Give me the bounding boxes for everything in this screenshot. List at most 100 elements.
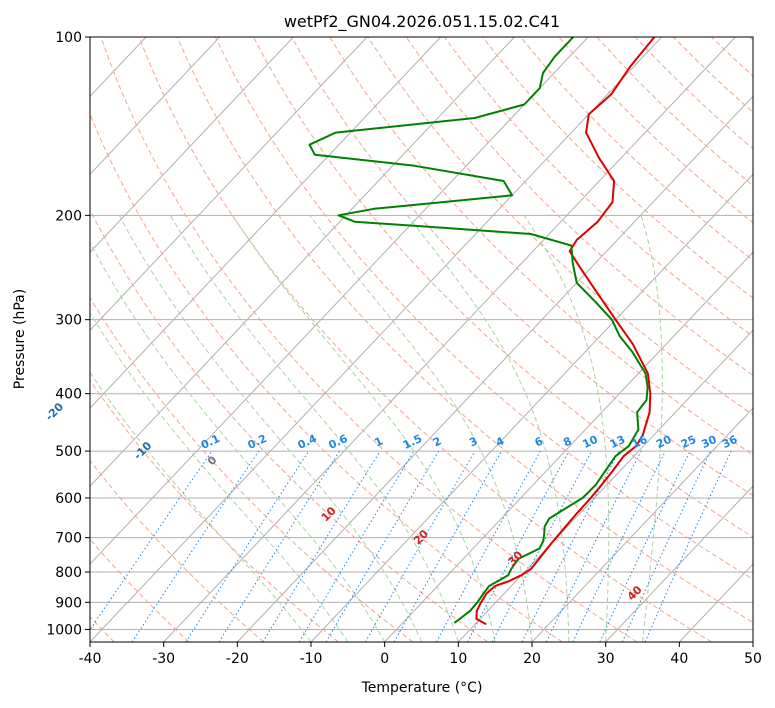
isotherm-line <box>90 37 368 331</box>
mixing-ratio-label: 30 <box>699 433 719 451</box>
dry-adiabat-line <box>176 37 753 623</box>
moist-adiabat-line <box>232 215 496 642</box>
x-tick-label: 30 <box>597 651 615 667</box>
dry-adiabat-line <box>405 37 753 376</box>
moist-adiabat-line <box>640 215 663 642</box>
chart-title: wetPf2_GN04.2026.051.15.02.C41 <box>284 12 560 32</box>
mixing-ratio-label: 25 <box>679 433 698 451</box>
isotherm-line <box>752 641 753 642</box>
dry-adiabat-label: 40 <box>625 583 645 603</box>
isotherm-line <box>90 37 663 642</box>
moist-adiabat-line <box>169 215 459 642</box>
axes: -40 -30 -20 -10 0 10 20 30 40 5010009008007006005… <box>46 30 762 667</box>
x-tick-label: 0 <box>380 651 389 667</box>
mixing-ratio-label: 0.1 <box>199 432 222 452</box>
x-tick-label: 10 <box>449 651 467 667</box>
dry-adiabat-line <box>443 37 753 338</box>
moist-adiabat-line <box>90 241 386 642</box>
x-tick-label: 20 <box>523 651 541 667</box>
moist-adiabat-line <box>90 371 312 642</box>
mixing-ratio-label: 0.4 <box>296 432 319 452</box>
dewpoint-profile <box>308 37 649 624</box>
dry-adiabat-label: 0 <box>205 453 220 468</box>
mixing-ratio-line <box>545 450 642 642</box>
x-tick-label: -10 <box>300 651 323 667</box>
dry-adiabat-line <box>367 37 753 416</box>
dry-adiabat-label: -20 <box>43 400 66 423</box>
moist-adiabat-line <box>90 311 349 642</box>
y-tick-label: 1000 <box>46 622 82 638</box>
mixing-ratio-label: 36 <box>720 433 740 451</box>
dry-adiabat-line <box>90 538 190 642</box>
dry-adiabat-line <box>558 37 753 224</box>
mixing-ratio-line <box>572 450 666 642</box>
y-tick-label: 600 <box>55 491 82 507</box>
y-tick-label: 800 <box>55 565 82 581</box>
y-tick-label: 700 <box>55 531 82 547</box>
mixing-ratio-label: 13 <box>608 433 627 451</box>
dry-adiabat-line <box>100 37 638 642</box>
mixing-ratio-label: 8 <box>561 434 573 449</box>
dry-adiabat-line <box>520 37 753 261</box>
mixing-ratio-label: 1 <box>373 434 385 449</box>
y-tick-label: 300 <box>55 313 82 329</box>
mixing-ratio-line <box>218 450 341 642</box>
isotherm-line <box>90 37 515 487</box>
dry-adiabat-line <box>138 37 712 642</box>
mixing-ratio-line <box>185 450 310 642</box>
isotherm-line <box>605 485 753 642</box>
plot-frame <box>89 36 754 643</box>
mixing-ratio-label: 1.5 <box>401 432 424 452</box>
mixing-ratio-label: 10 <box>580 433 600 451</box>
mixing-ratio-label: 20 <box>654 433 674 451</box>
line-labels: 0.10.20.40.611.52346810131620253036-100-… <box>43 400 740 603</box>
y-axis-title: Pressure (hPa) <box>12 289 28 389</box>
isotherm-line <box>163 37 736 642</box>
x-tick-label: -40 <box>79 651 102 667</box>
mixing-ratio-label: 3 <box>467 434 479 449</box>
moist-adiabat-line <box>309 215 533 642</box>
x-tick-label: 40 <box>670 651 688 667</box>
dry-adiabat-label: 20 <box>411 527 431 547</box>
mixing-ratio-line <box>521 450 620 642</box>
y-tick-label: 900 <box>55 595 82 611</box>
x-tick-label: -20 <box>226 651 249 667</box>
mixing-ratio-line <box>131 450 260 642</box>
y-tick-label: 400 <box>55 387 82 403</box>
temperature-profile <box>475 37 656 626</box>
mixing-ratio-line <box>599 450 691 642</box>
dry-adiabat-label: -10 <box>131 439 154 462</box>
dry-adiabat-line <box>90 459 264 642</box>
y-tick-label: 500 <box>55 444 82 460</box>
moist-adiabat-line <box>523 215 610 642</box>
moist-adiabat-line <box>118 215 422 642</box>
dry-adiabat-line <box>329 37 753 456</box>
isotherm-line <box>310 173 753 642</box>
mixing-ratio-line <box>467 450 570 642</box>
mixing-ratio-line <box>491 450 593 642</box>
dry-adiabat-line <box>711 37 753 77</box>
dry-adiabat-line <box>90 296 414 642</box>
isotherm-line <box>678 563 753 642</box>
isotherm-line <box>90 37 589 565</box>
mixing-ratio-line <box>90 450 213 631</box>
mixing-ratio-line <box>435 450 541 642</box>
isotherm-line <box>384 251 753 642</box>
mixing-ratio-line <box>393 450 502 642</box>
x-tick-label: 50 <box>744 651 762 667</box>
dry-adiabat-line <box>482 37 753 299</box>
mixing-ratio-label: 2 <box>431 434 443 449</box>
mixing-ratio-line <box>325 450 440 642</box>
dry-adiabat-line <box>90 112 563 642</box>
profile-lines <box>308 37 656 626</box>
y-tick-label: 100 <box>55 30 82 46</box>
isotherm-line <box>90 37 442 409</box>
mixing-ratio-line <box>262 450 381 642</box>
mixing-ratio-label: 16 <box>630 433 650 451</box>
isotherm-line <box>90 37 221 176</box>
dry-adiabat-line <box>214 37 753 580</box>
y-tick-label: 200 <box>55 208 82 224</box>
dry-adiabat-line <box>672 37 753 113</box>
isotherm-line <box>90 37 294 253</box>
dry-adiabat-label: 30 <box>505 548 525 568</box>
